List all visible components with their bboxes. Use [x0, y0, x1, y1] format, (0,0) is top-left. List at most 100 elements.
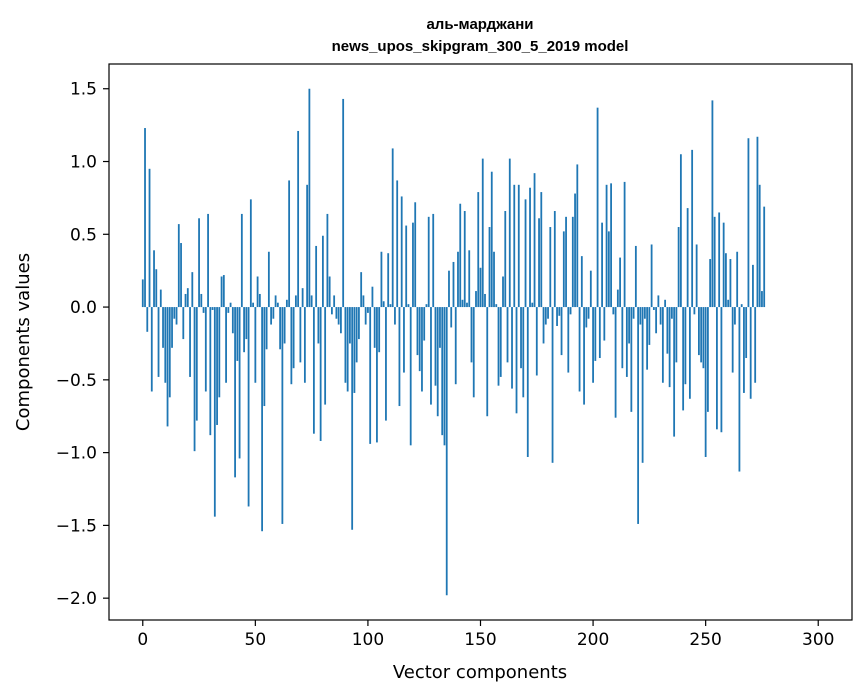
y-axis-ticks: 1.5 1.0 0.5 0.0 −0.5 −1.0 −1.5 −2.0: [56, 80, 109, 609]
bar-88: [340, 307, 342, 334]
bar-47: [247, 307, 250, 507]
bar-234: [668, 307, 671, 388]
bar-3: [148, 168, 151, 308]
bar-139: [454, 307, 457, 385]
bar-132: [439, 307, 441, 348]
bar-14: [173, 307, 176, 319]
bar-146: [470, 307, 473, 363]
bar-231: [661, 307, 664, 383]
y-tick-label-1: 1.0: [70, 153, 97, 173]
bar-259: [725, 253, 727, 308]
bar-258: [722, 222, 725, 308]
bar-5: [153, 250, 155, 308]
bar-248: [700, 307, 703, 363]
bar-227: [652, 307, 655, 310]
bar-252: [709, 259, 712, 308]
bar-32: [213, 307, 216, 517]
bar-97: [360, 272, 363, 308]
y-tick-label-3: 0.0: [70, 298, 97, 318]
bar-179: [544, 307, 547, 325]
bar-141: [459, 203, 462, 308]
bar-44: [240, 213, 243, 308]
bar-9: [162, 307, 164, 348]
bar-269: [747, 138, 750, 308]
bar-160: [502, 276, 504, 308]
bar-118: [407, 304, 410, 308]
bar-114: [398, 307, 401, 407]
bar-153: [486, 307, 489, 417]
bar-76: [312, 307, 315, 434]
bar-101: [369, 307, 372, 444]
bar-21: [189, 307, 191, 377]
bar-20: [186, 288, 189, 308]
bar-131: [436, 307, 439, 417]
bar-12: [168, 307, 171, 398]
bar-11: [166, 307, 169, 427]
bar-240: [682, 307, 685, 411]
bar-4: [150, 307, 153, 392]
bar-202: [596, 107, 599, 308]
bar-67: [292, 307, 295, 369]
bar-111: [391, 148, 394, 308]
bar-180: [547, 307, 549, 319]
bar-138: [452, 261, 455, 308]
bar-122: [416, 307, 419, 356]
bar-74: [308, 88, 311, 308]
bar-158: [497, 307, 500, 386]
bar-174: [533, 173, 536, 308]
bar-162: [506, 307, 509, 363]
bar-87: [337, 307, 340, 325]
bar-178: [542, 307, 545, 344]
bar-254: [713, 216, 716, 308]
bar-215: [625, 307, 628, 377]
bar-265: [738, 307, 741, 472]
bar-94: [353, 307, 356, 393]
bar-series: [141, 88, 766, 596]
bar-130: [434, 307, 437, 386]
bar-149: [477, 192, 480, 308]
bar-220: [637, 307, 640, 524]
bar-137: [450, 307, 453, 328]
bar-6: [155, 269, 158, 308]
bar-262: [731, 307, 734, 373]
bar-15: [175, 307, 178, 325]
bar-167: [517, 184, 520, 308]
bar-28: [204, 307, 207, 392]
bar-73: [306, 184, 309, 308]
bar-230: [659, 307, 662, 325]
bar-188: [565, 216, 567, 308]
x-tick-label-200: 200: [577, 630, 609, 650]
bar-24: [195, 307, 198, 421]
bar-106: [380, 251, 383, 308]
bar-91: [346, 307, 349, 392]
bar-113: [396, 180, 399, 308]
bar-126: [425, 304, 428, 308]
bar-53: [261, 307, 263, 532]
bar-182: [551, 307, 554, 463]
bar-109: [387, 253, 390, 308]
bar-197: [585, 307, 588, 328]
y-tick-label-5: −1.0: [56, 444, 97, 464]
bar-226: [650, 244, 653, 308]
bar-18: [182, 307, 185, 340]
bar-214: [623, 181, 626, 308]
bar-144: [466, 302, 468, 308]
bar-46: [245, 307, 248, 340]
bar-232: [664, 299, 667, 308]
bar-276: [763, 206, 766, 308]
bar-191: [571, 216, 574, 308]
bar-68: [294, 295, 297, 308]
bar-45: [243, 307, 245, 353]
bar-168: [520, 307, 522, 369]
bar-49: [252, 302, 254, 308]
bar-35: [220, 276, 223, 308]
bar-238: [677, 227, 680, 308]
bar-156: [493, 251, 495, 308]
bar-135: [445, 307, 448, 596]
x-tick-label-50: 50: [245, 630, 267, 650]
bar-26: [200, 293, 203, 308]
x-tick-label-250: 250: [689, 630, 721, 650]
bar-181: [549, 227, 552, 308]
bar-170: [524, 199, 527, 308]
